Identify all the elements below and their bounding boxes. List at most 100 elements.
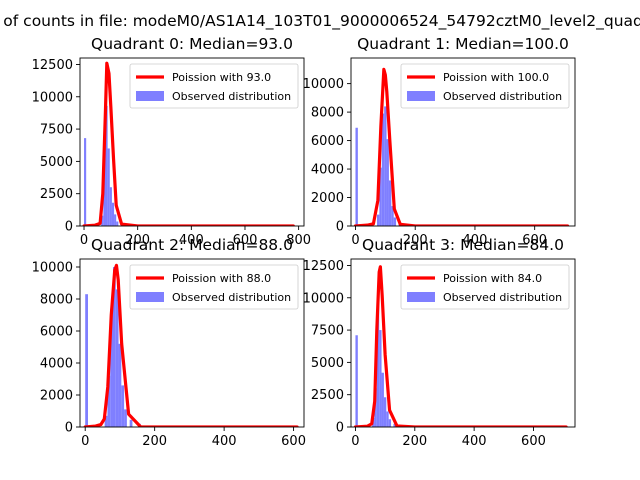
histogram-bar	[115, 289, 119, 427]
x-tick-label: 200	[403, 233, 428, 248]
histogram-bar	[129, 419, 133, 427]
histogram-bar	[391, 206, 394, 226]
x-tick-label: 600	[522, 233, 547, 248]
y-tick-label: 8000	[311, 106, 344, 121]
y-tick-label: 5000	[40, 155, 73, 170]
histogram-bar	[116, 221, 119, 226]
legend-poisson-label: Poission with 88.0	[172, 272, 271, 285]
histogram-bar	[376, 300, 380, 427]
y-tick-label: 0	[336, 220, 344, 235]
histogram-bar	[124, 409, 127, 427]
y-tick-label: 0	[336, 421, 344, 436]
x-tick-label: 0	[81, 434, 89, 449]
histogram-bar	[107, 375, 111, 427]
quadrant-2-title: Quadrant 2: Median=88.0	[91, 236, 293, 254]
quadrant-0-panel: Quadrant 0: Median=93.0 0 200 400 600 800 0 250…	[32, 35, 311, 248]
y-tick-label: 2000	[311, 191, 344, 206]
histogram-bar	[114, 214, 117, 226]
axes-frame	[350, 258, 576, 428]
legend-box	[129, 63, 299, 109]
legend-histogram-label: Observed distribution	[443, 90, 562, 103]
y-tick-label: 4000	[40, 357, 73, 372]
histogram-bar	[111, 202, 115, 226]
histogram-bar	[118, 343, 122, 427]
histogram-bar	[388, 419, 392, 427]
histogram-bar	[379, 167, 382, 226]
poisson-line	[82, 61, 295, 226]
histogram-bar	[355, 335, 358, 427]
x-tick-label: 200	[125, 233, 150, 248]
x-tick-label: 0	[351, 233, 359, 248]
x-tick-label: 200	[142, 434, 167, 449]
axes-frame	[79, 258, 305, 428]
y-tick-label: 7500	[40, 123, 73, 138]
histogram-bar	[109, 187, 112, 226]
legend-histogram-swatch	[136, 91, 164, 101]
poisson-line	[353, 265, 568, 427]
y-tick-label: 12500	[32, 58, 73, 73]
poisson-line	[353, 67, 570, 226]
histogram-bar	[386, 411, 389, 427]
histogram-bar	[374, 388, 377, 427]
quadrant-1-panel: Quadrant 1: Median=100.00 200 400 600020004…	[303, 35, 576, 248]
histogram-bar	[105, 105, 108, 226]
y-tick-label: 10000	[32, 261, 73, 276]
y-tick-label: 6000	[311, 134, 344, 149]
histogram-bar	[393, 423, 396, 427]
figure-suptitle: Histogram of counts in file: modeM0/AS1A…	[0, 12, 640, 31]
y-tick-label: 10000	[303, 77, 344, 92]
histogram-bar	[386, 139, 389, 226]
y-tick-label: 8000	[40, 293, 73, 308]
y-tick-label: 10000	[32, 90, 73, 105]
histogram-bar	[101, 215, 104, 226]
histogram-bar	[376, 214, 380, 226]
y-tick-label: 4000	[311, 163, 344, 178]
legend-poisson-label: Poission with 84.0	[443, 272, 542, 285]
histogram-bar	[104, 415, 108, 427]
y-tick-label: 10000	[303, 291, 344, 306]
legend-box	[400, 264, 570, 310]
quadrant-1-title: Quadrant 1: Median=100.0	[357, 35, 569, 53]
x-tick-label: 800	[286, 233, 311, 248]
quadrant-3-title: Quadrant 3: Median=84.0	[362, 236, 564, 254]
legend-histogram-swatch	[407, 91, 435, 101]
quadrant-0-plot-area	[82, 61, 295, 226]
legend-histogram-label: Observed distribution	[172, 90, 291, 103]
legend-histogram-swatch	[407, 292, 435, 302]
y-tick-label: 12500	[303, 259, 344, 274]
histogram-bar	[110, 308, 113, 427]
legend-histogram-label: Observed distribution	[172, 291, 291, 304]
histogram-bar	[85, 294, 88, 427]
histogram-bar	[388, 180, 392, 226]
histogram-bar	[381, 372, 384, 427]
x-tick-label: 600	[233, 233, 258, 248]
histogram-bar	[355, 127, 358, 226]
quadrant-2-panel: Quadrant 2: Median=88.00 200 400 6000200040…	[32, 236, 306, 449]
axes-frame	[350, 57, 576, 227]
y-tick-label: 2500	[311, 388, 344, 403]
histogram-bar	[107, 148, 110, 226]
quadrant-3-panel: Quadrant 3: Median=84.00 200 400 6000250050…	[303, 236, 576, 449]
x-tick-label: 0	[80, 233, 88, 248]
x-tick-label: 600	[521, 434, 546, 449]
histogram-bar	[393, 217, 397, 226]
histogram-bar	[84, 138, 87, 226]
x-tick-label: 400	[462, 434, 487, 449]
y-tick-label: 7500	[311, 324, 344, 339]
y-tick-label: 2500	[40, 187, 73, 202]
legend-box	[400, 63, 570, 109]
quadrant-2-plot-area	[83, 263, 299, 427]
histogram-bar	[384, 106, 387, 226]
axes-frame	[79, 57, 305, 227]
x-tick-label: 400	[212, 434, 237, 449]
poisson-line	[83, 263, 299, 427]
y-tick-label: 2000	[40, 389, 73, 404]
y-tick-label: 6000	[40, 325, 73, 340]
legend-histogram-swatch	[136, 292, 164, 302]
x-tick-label: 400	[179, 233, 204, 248]
quadrant-1-plot-area	[353, 67, 570, 226]
legend-poisson-label: Poission with 93.0	[172, 71, 271, 84]
histogram-bar	[379, 330, 382, 427]
histogram-bar	[381, 113, 385, 226]
y-tick-label: 5000	[311, 356, 344, 371]
